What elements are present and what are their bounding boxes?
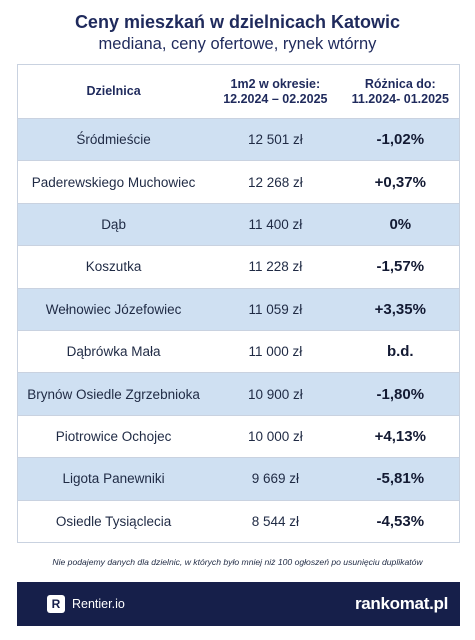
table-row: Koszutka 11 228 zł -1,57% [18,245,459,287]
district-cell: Ligota Panewniki [62,471,165,487]
diff-cell: 0% [389,215,412,233]
table-row: Śródmieście 12 501 zł -1,02% [18,118,459,161]
prices-table: Dzielnica 1m2 w okresie: 12.2024 – 02.20… [17,64,460,543]
table-row: Piotrowice Ochojec 10 000 zł +4,13% [18,414,459,457]
district-cell: Śródmieście [76,132,151,148]
header-price-line1: 1m2 w okresie: [230,76,321,91]
price-cell: 10 900 zł [247,386,303,402]
diff-cell: +4,13% [374,427,426,445]
table-row: Paderewskiego Muchowiec 12 268 zł +0,37% [18,160,459,202]
rentier-brand: R Rentier.io [47,595,125,613]
price-cell: 9 669 zł [251,471,299,487]
page-subtitle: mediana, ceny ofertowe, rynek wtórny [98,35,377,53]
price-cell: 10 000 zł [247,428,303,444]
diff-cell: -1,80% [376,385,425,403]
district-cell: Koszutka [85,259,142,275]
diff-cell: -5,81% [376,470,425,488]
diff-cell: -1,57% [376,258,425,276]
price-cell: 11 400 zł [248,216,303,232]
price-cell: 11 000 zł [248,344,303,360]
page-title: Ceny mieszkań w dzielnicach Katowic [74,12,401,32]
price-cell: 8 544 zł [251,513,299,529]
header-district: Dzielnica [86,84,141,98]
footer-bar: R Rentier.io rankomat.pl [17,582,460,626]
rentier-label: Rentier.io [72,597,125,611]
price-cell: 11 228 zł [248,259,303,275]
price-cell: 11 059 zł [248,301,303,317]
district-cell: Piotrowice Ochojec [55,428,172,444]
header-price: 1m2 w okresie: 12.2024 – 02.2025 [209,77,341,107]
district-cell: Dąbrówka Mała [66,344,161,360]
rankomat-logo: rankomat.pl [354,594,448,613]
district-cell: Paderewskiego Muchowiec [31,174,196,190]
table-row: Brynów Osiedle Zgrzebnioka 10 900 zł -1,… [18,372,459,415]
price-cell: 12 501 zł [247,132,303,148]
table-row: Dąb 11 400 zł 0% [18,202,459,246]
header-diff-line1: Różnica do: [364,76,436,91]
diff-cell: -4,53% [376,512,425,530]
district-cell: Wełnowiec Józefowiec [45,301,182,317]
header-diff-line2: 11.2024- 01.2025 [351,91,449,106]
diff-cell: b.d. [386,343,414,361]
diff-cell: +0,37% [374,173,426,191]
rentier-logo-icon: R [47,595,65,613]
table-row: Wełnowiec Józefowiec 11 059 zł +3,35% [18,287,459,330]
district-cell: Osiedle Tysiąclecia [55,513,172,529]
diff-cell: +3,35% [374,300,426,318]
header-diff: Różnica do: 11.2024- 01.2025 [342,77,459,107]
table-header-row: Dzielnica 1m2 w okresie: 12.2024 – 02.20… [18,65,459,118]
header-price-line2: 12.2024 – 02.2025 [223,91,328,106]
price-cell: 12 268 zł [247,174,303,190]
table-row: Dąbrówka Mała 11 000 zł b.d. [18,329,459,372]
district-cell: Dąb [101,216,126,232]
table-row: Osiedle Tysiąclecia 8 544 zł -4,53% [18,499,459,542]
diff-cell: -1,02% [376,131,425,149]
district-cell: Brynów Osiedle Zgrzebnioka [27,386,200,402]
footnote: Nie podajemy danych dla dzielnic, w któr… [52,557,423,567]
table-row: Ligota Panewniki 9 669 zł -5,81% [18,457,459,500]
